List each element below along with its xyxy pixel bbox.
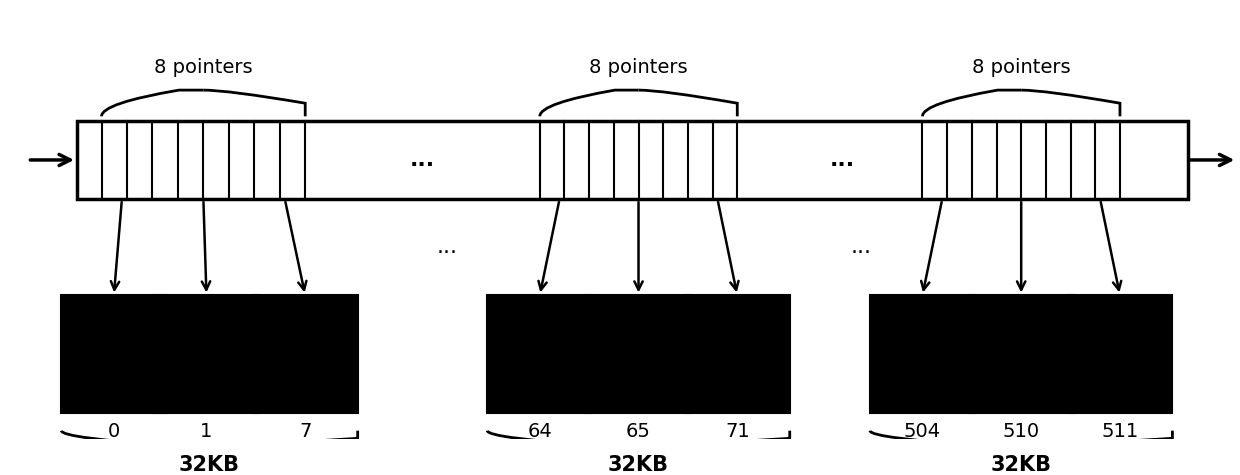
Text: ...: ...	[851, 238, 872, 257]
Text: ...: ...	[436, 238, 458, 257]
Bar	[253, 295, 357, 413]
Text: 510: 510	[1003, 422, 1040, 441]
Text: 32KB: 32KB	[608, 455, 670, 475]
Text: 8 pointers: 8 pointers	[589, 58, 688, 77]
Bar	[870, 295, 975, 413]
Bar	[1068, 295, 1172, 413]
Text: 8 pointers: 8 pointers	[972, 58, 1070, 77]
Bar	[487, 295, 593, 413]
Bar	[154, 295, 259, 413]
Bar	[587, 295, 691, 413]
Bar	[968, 295, 1074, 413]
Text: 65: 65	[626, 422, 651, 441]
Text: 71: 71	[725, 422, 750, 441]
Text: ...: ...	[150, 338, 171, 358]
Text: 8 pointers: 8 pointers	[154, 58, 253, 77]
Text: ...: ...	[961, 338, 982, 358]
Text: 511: 511	[1101, 422, 1138, 441]
Text: 32KB: 32KB	[179, 455, 241, 475]
Bar	[684, 295, 790, 413]
Text: 32KB: 32KB	[991, 455, 1052, 475]
Bar	[62, 295, 166, 413]
Bar	[77, 121, 1188, 200]
Text: ...: ...	[830, 150, 854, 170]
Text: 64: 64	[527, 422, 552, 441]
Text: ...: ...	[579, 338, 600, 358]
Text: ...: ...	[410, 150, 435, 170]
Text: 1: 1	[201, 422, 212, 441]
Text: 0: 0	[108, 422, 120, 441]
Text: 7: 7	[299, 422, 311, 441]
Text: 504: 504	[904, 422, 941, 441]
